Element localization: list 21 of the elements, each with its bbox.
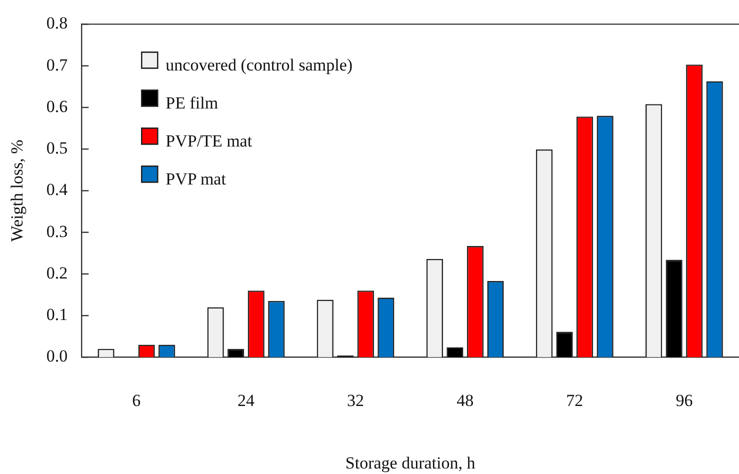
x-tick-label: 32 (347, 390, 364, 410)
y-tick-label: 0.0 (46, 346, 68, 366)
x-tick-label: 72 (566, 390, 584, 410)
y-tick-label: 0.3 (46, 222, 68, 241)
legend-label: PE film (166, 94, 218, 113)
y-axis-title: Weigth loss, % (8, 140, 27, 242)
y-tick-label: 0.4 (46, 180, 68, 200)
legend-label: uncovered (control sample) (166, 56, 353, 75)
legend-label: PVP/TE mat (166, 132, 252, 151)
legend-label: PVP mat (166, 170, 226, 189)
y-tick-label: 0.6 (46, 96, 68, 116)
y-tick-label: 0.5 (46, 138, 68, 158)
y-tick-label: 0.7 (46, 55, 68, 74)
y-tick-label: 0.8 (46, 14, 68, 33)
x-tick-label: 6 (132, 390, 141, 410)
x-tick-label: 48 (456, 390, 474, 410)
y-tick-label: 0.1 (46, 305, 68, 324)
x-tick-label: 24 (237, 390, 255, 410)
x-axis-title: Storage duration, h (345, 453, 476, 472)
x-tick-label: 96 (676, 390, 693, 410)
y-tick-label: 0.2 (46, 263, 68, 282)
